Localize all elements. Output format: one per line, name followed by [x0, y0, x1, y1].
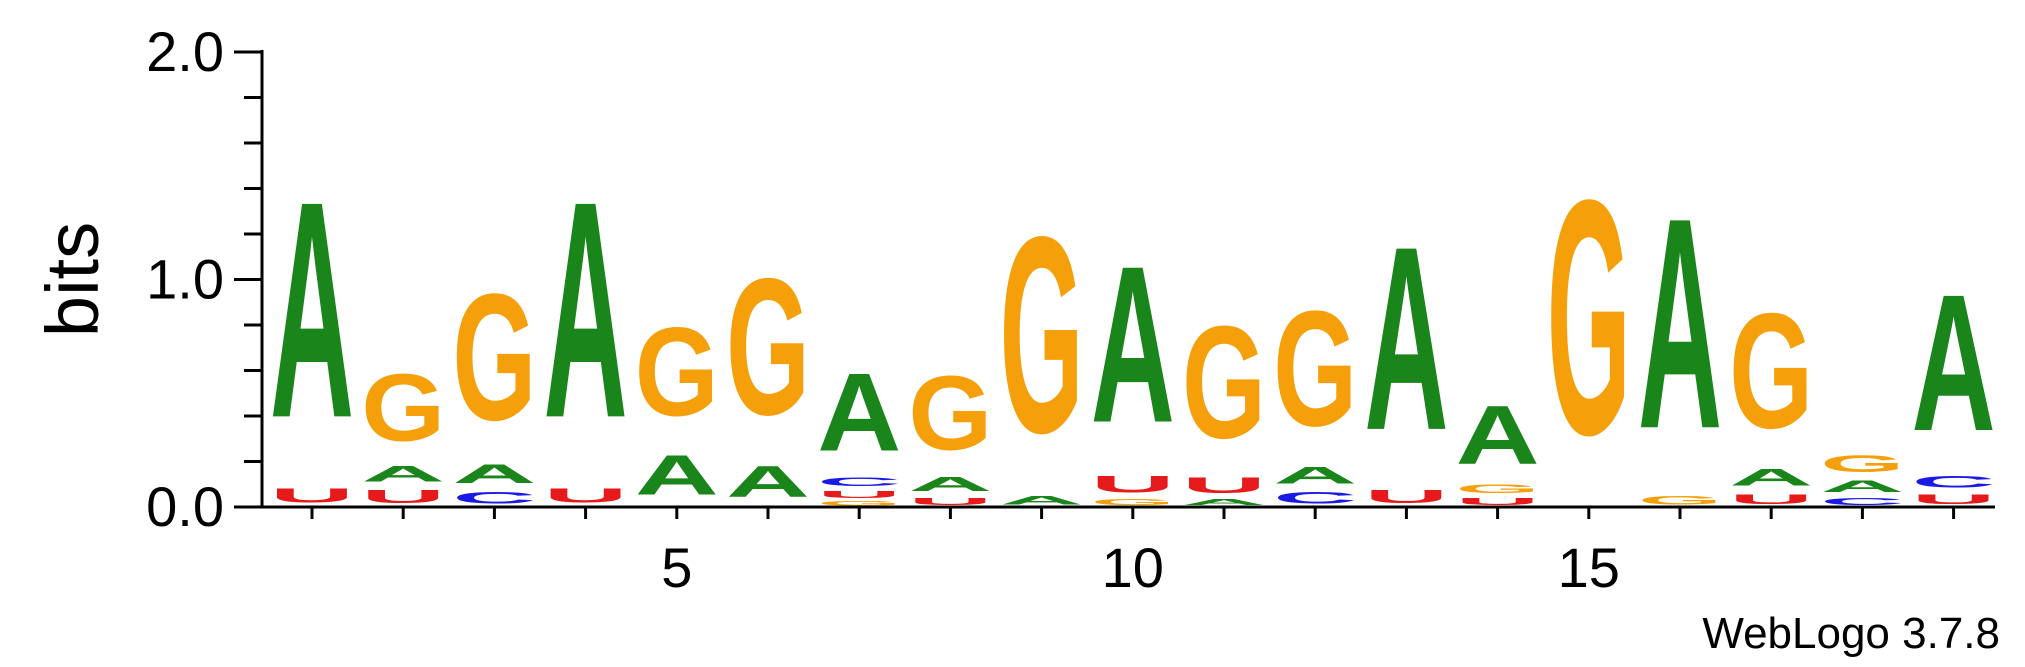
letter-C-pos-3: C: [452, 489, 536, 507]
letter-A-pos-6: A: [726, 457, 810, 507]
stack-pos-5: AG: [635, 302, 719, 507]
stack-pos-15: G: [1547, 130, 1631, 504]
letter-A-pos-19: A: [1912, 255, 1996, 472]
letter-G-pos-2: G: [361, 354, 445, 461]
y-tick-label: 1.0: [146, 248, 224, 311]
letter-G-pos-16: G: [1638, 493, 1722, 507]
letter-U-pos-2: U: [361, 487, 445, 507]
letter-G-pos-6: G: [726, 238, 810, 456]
letter-A-pos-17: A: [1729, 464, 1813, 491]
letter-A-pos-12: A: [1273, 461, 1357, 488]
weblogo-version-label: WebLogo 3.7.8: [1702, 609, 2000, 659]
stack-pos-3: CAG: [452, 256, 536, 507]
letter-U-pos-8: U: [908, 496, 992, 507]
stack-pos-6: AG: [726, 238, 810, 506]
stack-pos-2: UAG: [361, 354, 445, 507]
stack-pos-13: UA: [1364, 191, 1448, 507]
stack-pos-8: UAG: [908, 354, 992, 507]
y-tick-label: 0.0: [146, 475, 224, 538]
letter-C-pos-12: C: [1273, 489, 1357, 507]
letter-G-pos-18: G: [1820, 450, 1904, 477]
letter-A-pos-8: A: [908, 473, 992, 496]
stack-pos-17: UAG: [1729, 280, 1813, 507]
letter-U-pos-7: U: [817, 489, 901, 500]
letter-C-pos-18: C: [1820, 496, 1904, 507]
letter-A-pos-4: A: [544, 138, 628, 482]
letter-A-pos-7: A: [817, 351, 901, 475]
letter-A-pos-9: A: [1000, 493, 1084, 507]
letter-G-pos-15: G: [1547, 130, 1631, 504]
x-tick-label: 10: [1102, 536, 1164, 599]
letter-A-pos-1: A: [270, 138, 354, 482]
letter-U-pos-10: U: [1091, 470, 1175, 497]
x-tick-label: 15: [1558, 536, 1620, 599]
letter-A-pos-3: A: [452, 459, 536, 488]
stack-pos-9: AG: [1000, 180, 1084, 507]
letter-U-pos-17: U: [1729, 491, 1813, 507]
stack-pos-11: AUG: [1182, 292, 1266, 507]
letter-G-pos-9: G: [1000, 180, 1084, 493]
letter-G-pos-17: G: [1729, 280, 1813, 463]
letter-U-pos-4: U: [544, 484, 628, 507]
letter-C-pos-19: C: [1912, 473, 1996, 491]
letter-U-pos-13: U: [1364, 487, 1448, 507]
letter-A-pos-18: A: [1820, 477, 1904, 495]
letter-A-pos-13: A: [1364, 191, 1448, 484]
x-tick-label: 5: [661, 536, 692, 599]
letter-C-pos-7: C: [817, 475, 901, 489]
letter-A-pos-14: A: [1456, 389, 1540, 482]
letter-A-pos-5: A: [635, 444, 719, 507]
y-tick-label: 2.0: [146, 20, 224, 83]
stack-pos-1: UA: [270, 138, 354, 507]
letter-U-pos-1: U: [270, 484, 354, 507]
letter-A-pos-16: A: [1638, 157, 1722, 492]
letter-U-pos-14: U: [1456, 496, 1540, 507]
letter-G-pos-14: G: [1456, 482, 1540, 496]
stack-pos-12: CAG: [1273, 278, 1357, 507]
letter-A-pos-10: A: [1091, 219, 1175, 469]
y-axis-label: bits: [31, 222, 114, 337]
stack-pos-18: CAG: [1820, 450, 1904, 507]
letter-G-pos-11: G: [1182, 292, 1266, 472]
stack-pos-14: UGA: [1456, 389, 1540, 507]
letter-G-pos-3: G: [452, 256, 536, 459]
letter-U-pos-19: U: [1912, 491, 1996, 507]
letter-U-pos-11: U: [1182, 473, 1266, 498]
stack-pos-16: GA: [1638, 157, 1722, 507]
stack-pos-19: UCA: [1912, 255, 1996, 507]
stack-pos-10: GUA: [1091, 219, 1175, 507]
stack-pos-4: UA: [544, 138, 628, 507]
letter-A-pos-2: A: [361, 461, 445, 486]
letter-G-pos-12: G: [1273, 278, 1357, 461]
letter-G-pos-5: G: [635, 302, 719, 443]
letter-G-pos-8: G: [908, 354, 992, 473]
